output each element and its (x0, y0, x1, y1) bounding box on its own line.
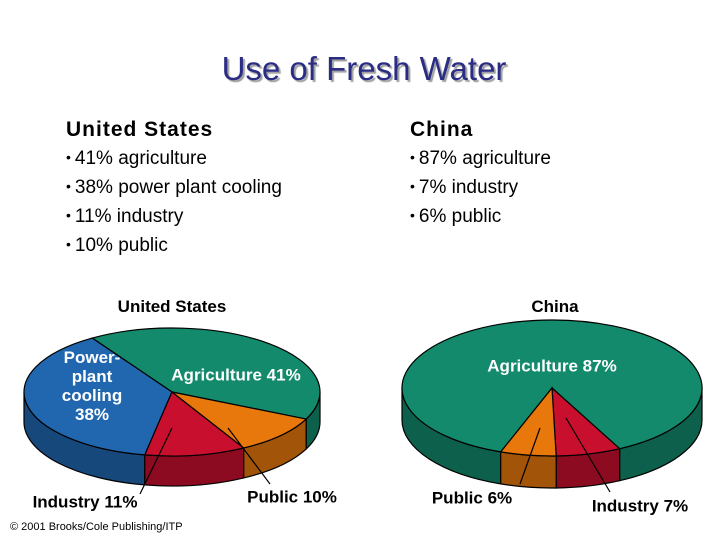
bullet-item: 38% power plant cooling (66, 177, 282, 199)
data-label: Industry 11% (32, 492, 138, 512)
bullet-item: 10% public (66, 235, 282, 257)
leader-line (227, 427, 271, 485)
pie-slice (143, 391, 246, 457)
leader-line (565, 417, 611, 493)
bullet-item: 41% agriculture (66, 148, 282, 170)
column-heading: United States (66, 118, 214, 141)
credit: © 2001 Brooks/Cole Publishing/ITP (10, 521, 183, 533)
pie-title: China (531, 297, 579, 316)
slide-title: Use of Fresh Water (221, 50, 507, 87)
column: China 87% agriculture 7% industry 6% public (410, 118, 551, 235)
data-label: Public 10% (247, 487, 337, 507)
pie-slice (23, 337, 173, 456)
data-label: Agriculture 41% (171, 365, 301, 385)
pie-slice (90, 327, 321, 420)
data-label: Industry 7% (591, 496, 689, 516)
bullet-item: 7% industry (410, 177, 551, 199)
leader-line (519, 427, 541, 485)
data-label: Public 6% (431, 488, 513, 508)
bullet-item: 87% agriculture (410, 148, 551, 170)
leader-line (139, 427, 173, 495)
column-heading: China (410, 118, 474, 141)
data-label: Power-plant cooling 38% (61, 348, 123, 424)
bullet-item: 11% industry (66, 206, 282, 228)
data-label: Agriculture 87% (487, 356, 617, 376)
pie-slice (401, 319, 703, 453)
pie-title: United States (117, 297, 227, 316)
bullet-item: 6% public (410, 206, 551, 228)
pie-slice-side (500, 451, 557, 489)
pie-slice (499, 386, 557, 457)
column: United States 41% agriculture 38% power pl… (66, 118, 282, 264)
pie-slice (171, 391, 308, 449)
